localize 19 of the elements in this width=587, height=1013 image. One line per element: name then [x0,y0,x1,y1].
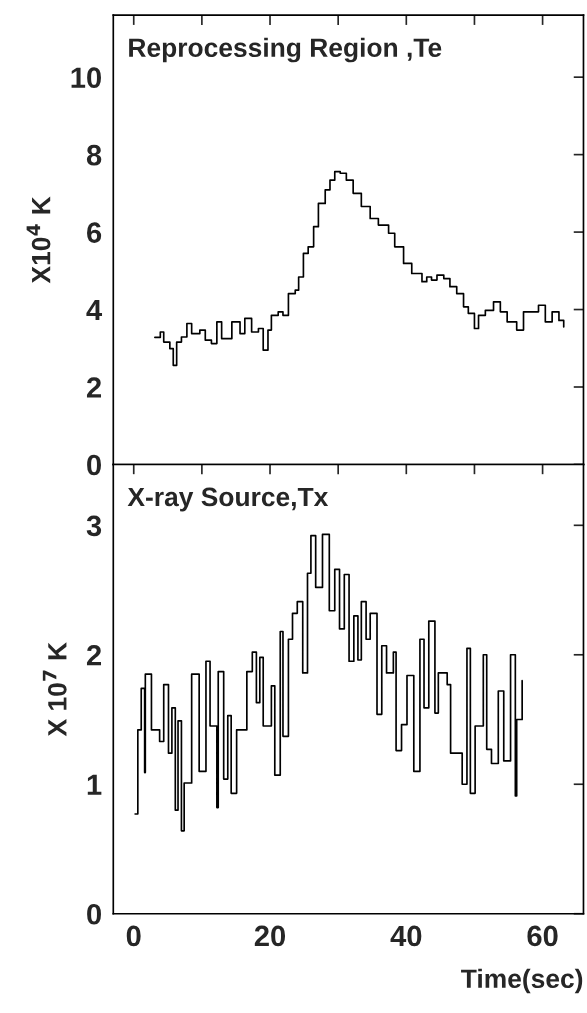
y-tick-label: 6 [87,222,102,243]
y-tick-label: 2 [86,377,102,398]
text: Reprocessing Region ,Te [129,37,442,63]
y-tick-label: 4 [86,300,103,321]
x-tick-label: 0 [126,925,141,947]
y-tick-label: 0 [87,903,101,925]
x-tick-label: 40 [390,925,422,947]
x-tick-label: 20 [254,925,286,947]
x-tick-label: 60 [527,925,558,947]
x-axis-title: Time(sec) [461,968,583,994]
y-tick-label: 8 [86,144,102,166]
y-tick-label: 10 [71,67,101,89]
y-tick-label: 0 [87,454,101,476]
y-axis-title: X10$^{4}$ K [26,196,51,284]
text: X-ray Source,Tx [127,487,329,512]
y-tick-label: 1 [87,774,102,795]
y-axis-title: X 10$^{7}$ K [42,642,67,737]
y-tick-label: 3 [86,515,102,537]
y-tick-label: 2 [86,644,102,666]
